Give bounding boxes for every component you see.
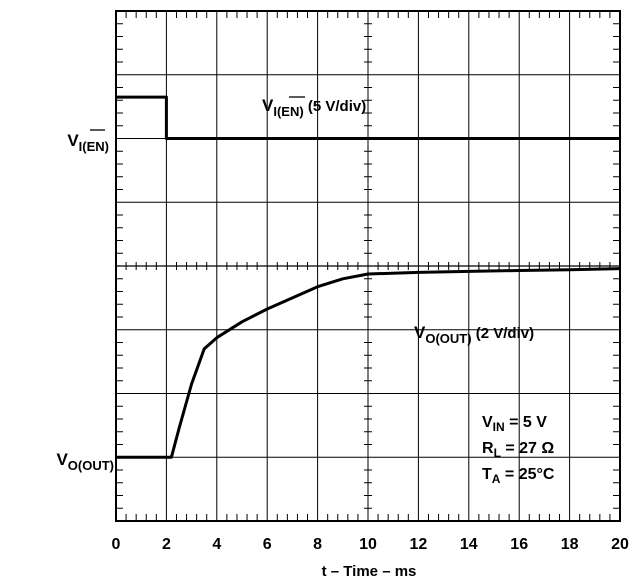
channel-2-ref-label: VO(OUT) xyxy=(56,450,114,473)
annotation-rl: RL = 27 Ω xyxy=(482,440,554,460)
x-tick-label: 14 xyxy=(460,536,478,553)
x-tick-label: 8 xyxy=(313,536,322,553)
x-tick-label: 12 xyxy=(410,536,428,553)
plot-frame xyxy=(115,10,621,522)
annotation-vin: VIN = 5 V xyxy=(482,414,547,434)
x-tick-label: 6 xyxy=(263,536,272,553)
channel-1-trace xyxy=(116,95,620,140)
channel-2-trace xyxy=(116,267,621,459)
channel-2-scale-label: VO(OUT) (2 V/div) xyxy=(414,323,534,346)
x-tick-label: 10 xyxy=(359,536,377,553)
x-axis-label: t – Time – ms xyxy=(322,563,417,580)
x-tick-label: 0 xyxy=(112,536,121,553)
x-tick-label: 20 xyxy=(611,536,629,553)
x-tick-labels: 0 2 4 6 8 10 12 14 16 18 20 xyxy=(112,536,629,553)
traces xyxy=(116,95,621,459)
x-tick-label: 4 xyxy=(212,536,221,553)
channel-1-ref-label: VI(EN) xyxy=(67,131,109,154)
x-tick-label: 16 xyxy=(510,536,528,553)
x-tick-label: 18 xyxy=(561,536,579,553)
channel-1-scale-label: VI(EN) (5 V/div) xyxy=(262,96,366,119)
x-tick-label: 2 xyxy=(162,536,171,553)
annotation-ta: TA = 25°C xyxy=(482,466,555,486)
